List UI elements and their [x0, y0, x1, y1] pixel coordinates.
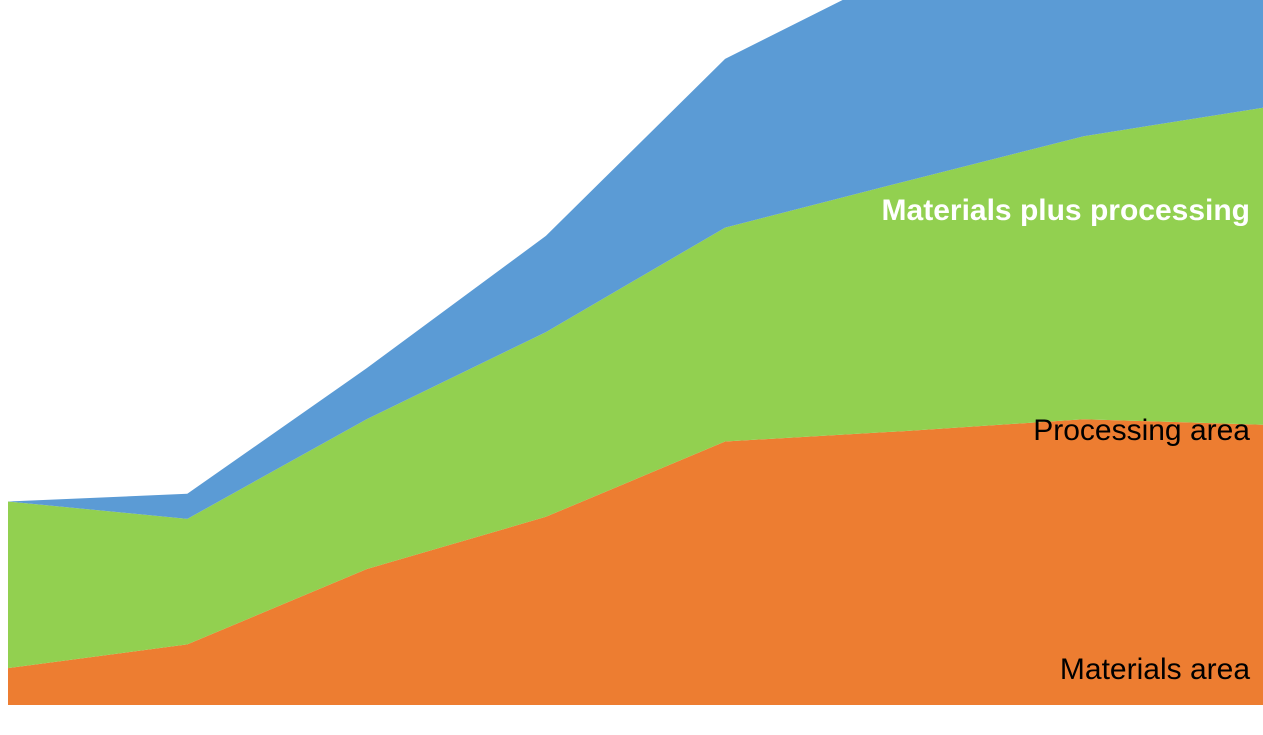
series-label-materials-plus-processing: Materials plus processing — [882, 194, 1250, 227]
series-label-processing-area: Processing area — [1033, 414, 1250, 447]
area-materials-area — [8, 419, 1263, 705]
series-labels: Materials area Processing area Materials p… — [882, 194, 1251, 686]
area-materials-plus-processing — [8, 0, 1263, 519]
area-layers — [8, 0, 1263, 705]
series-label-materials-area: Materials area — [1060, 653, 1250, 686]
area-processing-area — [8, 107, 1263, 669]
